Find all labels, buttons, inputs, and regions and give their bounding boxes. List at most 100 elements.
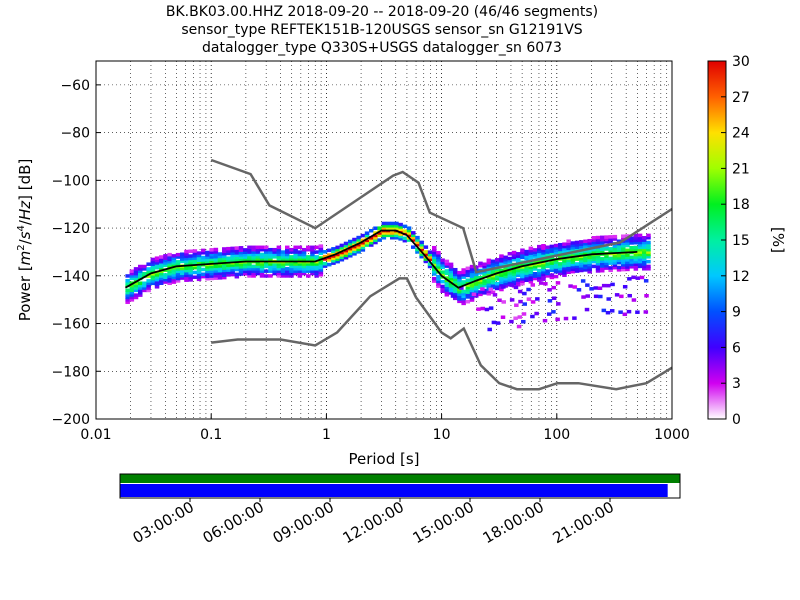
heatmap-cell bbox=[450, 294, 456, 298]
heatmap-cell bbox=[268, 257, 273, 261]
heatmap-cell bbox=[484, 307, 490, 312]
heatmap-cell bbox=[637, 236, 643, 240]
heatmap-cell bbox=[213, 254, 219, 259]
heatmap-cell bbox=[637, 247, 643, 252]
heatmap-cell bbox=[453, 296, 458, 301]
heatmap-cell bbox=[637, 240, 643, 245]
heatmap-cell bbox=[146, 281, 151, 286]
heatmap-cell bbox=[635, 310, 640, 314]
heatmap-cell bbox=[558, 262, 563, 266]
title-line-2: sensor_type REFTEK151B-120USGS sensor_sn… bbox=[181, 22, 582, 38]
heatmap-cell bbox=[129, 286, 135, 290]
heatmap-cell bbox=[457, 297, 462, 301]
heatmap-cell bbox=[406, 228, 412, 233]
heatmap-cell bbox=[625, 253, 630, 257]
heatmap-cell bbox=[511, 250, 517, 255]
heatmap-cell bbox=[562, 244, 567, 249]
heatmap-cell bbox=[411, 231, 416, 235]
heatmap-cell bbox=[226, 251, 231, 256]
heatmap-cell bbox=[478, 261, 483, 266]
heatmap-cell bbox=[167, 262, 172, 266]
heatmap-cell bbox=[563, 316, 569, 321]
heatmap-cell bbox=[591, 243, 597, 247]
heatmap-cell bbox=[352, 252, 357, 256]
heatmap-cell bbox=[310, 264, 315, 269]
heatmap-cell bbox=[600, 235, 605, 240]
heatmap-cell bbox=[209, 252, 214, 257]
heatmap-cell bbox=[184, 254, 189, 259]
heatmap-cell bbox=[509, 319, 514, 324]
heatmap-cell bbox=[537, 271, 542, 275]
heatmap-cell bbox=[583, 251, 588, 255]
heatmap-cell bbox=[171, 275, 177, 280]
heatmap-cell bbox=[306, 255, 311, 259]
heatmap-cell bbox=[513, 285, 519, 290]
heatmap-cell bbox=[318, 270, 324, 275]
heatmap-cell bbox=[469, 267, 475, 271]
heatmap-cell bbox=[138, 286, 143, 290]
heatmap-cell bbox=[129, 274, 135, 278]
heatmap-cell bbox=[171, 261, 177, 265]
heatmap-cell bbox=[327, 253, 332, 257]
heatmap-cell bbox=[558, 250, 563, 254]
heatmap-cell bbox=[633, 262, 639, 266]
heatmap-cell bbox=[247, 269, 252, 273]
heatmap-cell bbox=[646, 247, 651, 252]
heatmap-cell bbox=[167, 257, 172, 262]
heatmap-cell bbox=[255, 264, 261, 269]
heatmap-cell bbox=[159, 281, 164, 285]
heatmap-cell bbox=[310, 247, 315, 252]
heatmap-cell bbox=[553, 265, 559, 269]
heatmap-cell bbox=[369, 240, 374, 245]
heatmap-cell bbox=[612, 261, 618, 265]
heatmap-cell bbox=[436, 251, 441, 255]
heatmap-cell bbox=[507, 256, 513, 261]
heatmap-cell bbox=[390, 231, 395, 235]
heatmap-cell bbox=[616, 256, 622, 260]
heatmap-cell bbox=[339, 257, 345, 262]
heatmap-cell bbox=[593, 286, 599, 290]
heatmap-cell bbox=[280, 262, 286, 266]
heatmap-cell bbox=[583, 239, 588, 244]
heatmap-cell bbox=[528, 256, 534, 260]
heatmap-cell bbox=[465, 273, 471, 278]
heatmap-cell bbox=[625, 265, 630, 269]
heatmap-cell bbox=[511, 269, 517, 274]
heatmap-cell bbox=[226, 263, 231, 268]
heatmap-cell bbox=[633, 233, 639, 238]
heatmap-cell bbox=[146, 283, 151, 288]
heatmap-cell bbox=[566, 253, 571, 258]
heatmap-cell bbox=[469, 298, 475, 302]
heatmap-cell bbox=[209, 264, 214, 269]
heatmap-cell bbox=[642, 259, 647, 264]
heatmap-cell bbox=[444, 264, 450, 268]
heatmap-cell bbox=[297, 271, 303, 276]
heatmap-cell bbox=[637, 243, 643, 247]
heatmap-cell bbox=[209, 257, 214, 262]
heatmap-cell bbox=[507, 271, 513, 275]
heatmap-cell bbox=[243, 264, 248, 269]
heatmap-cell bbox=[520, 248, 525, 252]
heatmap-cell bbox=[537, 252, 542, 256]
heatmap-cell bbox=[272, 252, 277, 257]
heatmap-cell bbox=[553, 243, 559, 248]
heatmap-cell bbox=[587, 250, 592, 255]
heatmap-cell bbox=[566, 239, 571, 243]
heatmap-cell bbox=[318, 246, 324, 251]
heatmap-cell bbox=[133, 293, 139, 297]
heatmap-cell bbox=[259, 264, 265, 269]
heatmap-cell bbox=[509, 283, 515, 287]
heatmap-cell bbox=[436, 267, 441, 272]
heatmap-cell bbox=[600, 259, 605, 263]
heatmap-cell bbox=[213, 252, 219, 257]
heatmap-cell bbox=[503, 274, 508, 279]
heatmap-cell bbox=[289, 250, 294, 254]
heatmap-cell bbox=[532, 250, 538, 255]
heatmap-cell bbox=[272, 250, 277, 254]
heatmap-cell bbox=[369, 228, 374, 233]
heatmap-cell bbox=[520, 274, 525, 279]
heatmap-cell bbox=[486, 272, 492, 277]
heatmap-cell bbox=[171, 277, 177, 282]
heatmap-cell bbox=[448, 286, 454, 290]
heatmap-cell bbox=[524, 271, 529, 275]
